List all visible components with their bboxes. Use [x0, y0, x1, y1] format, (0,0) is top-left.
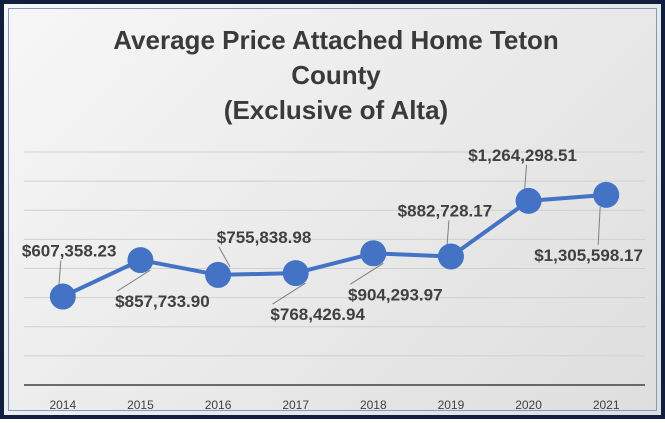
data-point-2014	[49, 283, 76, 310]
data-label-2016: $755,838.98	[217, 228, 312, 247]
leader-line-2018	[349, 262, 384, 285]
series-line	[61, 192, 607, 299]
data-label-2014: $607,358.23	[22, 242, 117, 261]
series-line-group	[61, 192, 607, 299]
title-line-2: County	[291, 60, 381, 90]
x-tick-label-2015: 2015	[127, 398, 154, 412]
data-point-2019	[437, 243, 464, 270]
leader-line-2014	[58, 260, 62, 287]
title-line-1: Average Price Attached Home Teton	[113, 25, 559, 55]
leader-line-2020	[524, 164, 528, 191]
chart-inner-border	[8, 8, 657, 411]
data-label-2017: $768,426.94	[270, 305, 365, 324]
x-axis-tick-labels: 2014 2015 2016 2017 2018 2019 2020 2021	[49, 398, 619, 412]
leader-line-2016	[218, 246, 231, 268]
data-label-2021: $1,305,598.17	[534, 246, 643, 265]
x-tick-label-2014: 2014	[49, 398, 76, 412]
x-tick-label-2020: 2020	[515, 398, 542, 412]
data-point-2017	[282, 260, 309, 287]
x-tick-label-2019: 2019	[438, 398, 465, 412]
markers	[49, 181, 620, 310]
leader-line-2019	[446, 220, 450, 247]
x-tick-label-2016: 2016	[205, 398, 232, 412]
data-label-2018: $904,293.97	[348, 285, 443, 304]
data-point-2015	[127, 247, 154, 274]
title-line-3: (Exclusive of Alta)	[224, 95, 448, 125]
data-point-2018	[360, 240, 387, 267]
data-point-2021	[593, 181, 620, 208]
leader-line-2015	[117, 269, 151, 292]
data-label-2020: $1,264,298.51	[468, 146, 577, 165]
x-tick-label-2017: 2017	[282, 398, 309, 412]
data-label-2019: $882,728.17	[398, 201, 493, 220]
x-tick-label-2021: 2021	[593, 398, 620, 412]
data-label-2015: $857,733.90	[115, 292, 210, 311]
leader-line-2021	[597, 206, 601, 245]
data-labels: $607,358.23 $857,733.90 $755,838.98 $768,42…	[22, 146, 643, 324]
data-point-2016	[205, 261, 232, 288]
x-tick-label-2018: 2018	[360, 398, 387, 412]
chart-title: Average Price Attached Home Teton County…	[113, 25, 559, 125]
leader-line-2017	[272, 282, 306, 305]
leader-lines	[58, 164, 601, 305]
gridlines	[24, 151, 645, 386]
data-point-2020	[515, 187, 542, 214]
line-chart: Average Price Attached Home Teton County…	[22, 25, 645, 412]
